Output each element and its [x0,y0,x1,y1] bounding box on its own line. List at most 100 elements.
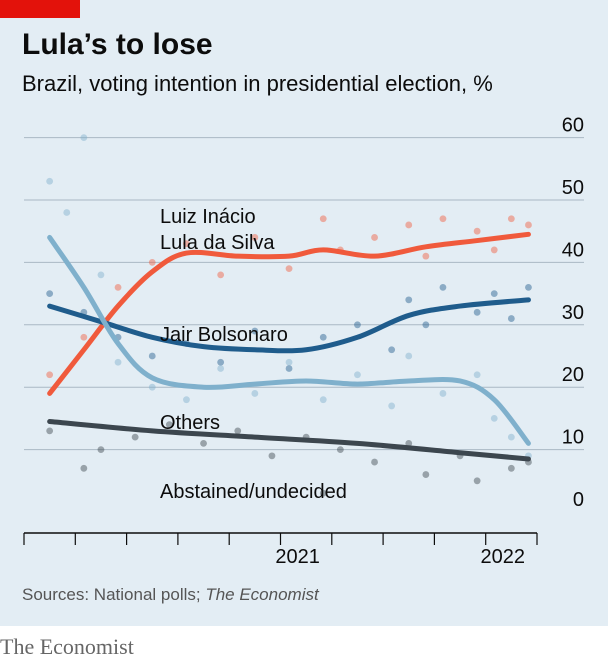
poll-point [268,452,276,460]
y-tick-label: 0 [573,489,584,511]
y-tick-label: 40 [562,239,584,261]
chart-subtitle: Brazil, voting intention in presidential… [22,71,493,96]
poll-point [217,271,225,279]
series-label: Abstained/undecided [160,481,347,503]
poll-point [285,365,293,372]
poll-point [165,421,173,429]
poll-point [490,415,498,422]
poll-point [525,221,532,229]
poll-point [490,246,498,254]
poll-point [285,358,293,366]
poll-dots [46,134,532,497]
poll-point [148,383,156,391]
poll-point [251,327,259,335]
poll-point [80,333,88,341]
series-label-line: Others [160,412,220,434]
series-label: Jair Bolsonaro [160,324,288,346]
trend-line [47,297,531,354]
poll-point [439,215,447,223]
poll-point [319,333,327,341]
brand-wordmark: The Economist [0,634,134,659]
series-label-line: Luiz Inácio [160,206,256,228]
poll-point [131,433,139,441]
poll-point [217,365,225,372]
poll-point [183,396,190,404]
chart-title: Lula’s to lose [22,28,213,61]
poll-point [234,427,242,435]
poll-point [507,464,515,472]
poll-point [490,290,498,297]
poll-point [507,433,515,441]
poll-point [148,259,156,266]
poll-point [354,371,361,379]
poll-point [422,252,430,260]
series-label: Others [160,412,220,434]
poll-point [200,439,207,447]
poll-point [285,265,293,273]
poll-point [97,446,105,453]
y-tick-label: 20 [562,364,584,386]
poll-point [473,308,481,316]
trend-lines [47,231,531,462]
poll-point [148,352,156,360]
trend-line [47,234,531,446]
poll-point [405,221,413,229]
y-tick-label: 10 [562,427,584,449]
x-axis: 2021 2022 [23,532,538,568]
poll-point [114,358,122,366]
poll-point [80,464,88,472]
trend-line [47,419,531,462]
poll-point [183,240,190,248]
poll-point [405,296,413,304]
poll-point [97,271,105,279]
poll-point [46,290,54,297]
poll-point [336,446,344,453]
poll-point [46,371,54,379]
poll-point [473,227,481,235]
poll-point [371,458,378,466]
poll-point [473,477,481,485]
poll-point [371,234,378,241]
source-italic: The Economist [205,585,319,604]
y-tick-label: 30 [562,302,584,324]
trend-line [47,231,531,396]
poll-point [46,177,54,185]
poll-point [251,390,259,397]
poll-point [217,358,225,366]
brand-tag [0,0,80,18]
series-label-line: Jair Bolsonaro [160,324,288,346]
poll-point [63,209,71,216]
poll-point [422,321,430,329]
poll-point [439,390,447,397]
poll-point [405,439,413,447]
poll-point [422,471,430,478]
series-label-line: Lula da Silva [160,232,275,254]
poll-point [405,352,413,360]
source-prefix: Sources: National polls; [22,585,206,604]
y-axis-labels: 0 10 20 30 40 50 60 [562,115,584,511]
chart-svg: 0 10 20 30 40 50 60 Luiz Inácio Lula da Silva Ja… [23,115,584,568]
poll-point [354,321,361,329]
poll-point [439,283,447,291]
poll-point [114,283,122,291]
poll-point [507,315,515,322]
poll-point [319,215,327,223]
source-note: Sources: National polls; The Economist [22,585,319,605]
x-tick-label: 2021 [275,546,320,568]
x-tick-label: 2022 [481,546,526,568]
y-tick-label: 50 [562,177,584,199]
y-tick-label: 60 [562,115,584,137]
series-label-line: Abstained/undecided [160,481,347,503]
poll-point [251,234,259,241]
poll-point [319,489,327,497]
series-labels: Luiz Inácio Lula da Silva Jair Bolsonaro Ot… [160,206,347,503]
poll-point [80,134,88,142]
poll-point [388,402,396,410]
poll-point [46,427,54,435]
poll-point [525,283,532,291]
series-label: Luiz Inácio Lula da Silva [160,206,275,254]
poll-point [507,215,515,223]
poll-point [319,396,327,404]
poll-point [473,371,481,379]
poll-point [388,346,396,354]
